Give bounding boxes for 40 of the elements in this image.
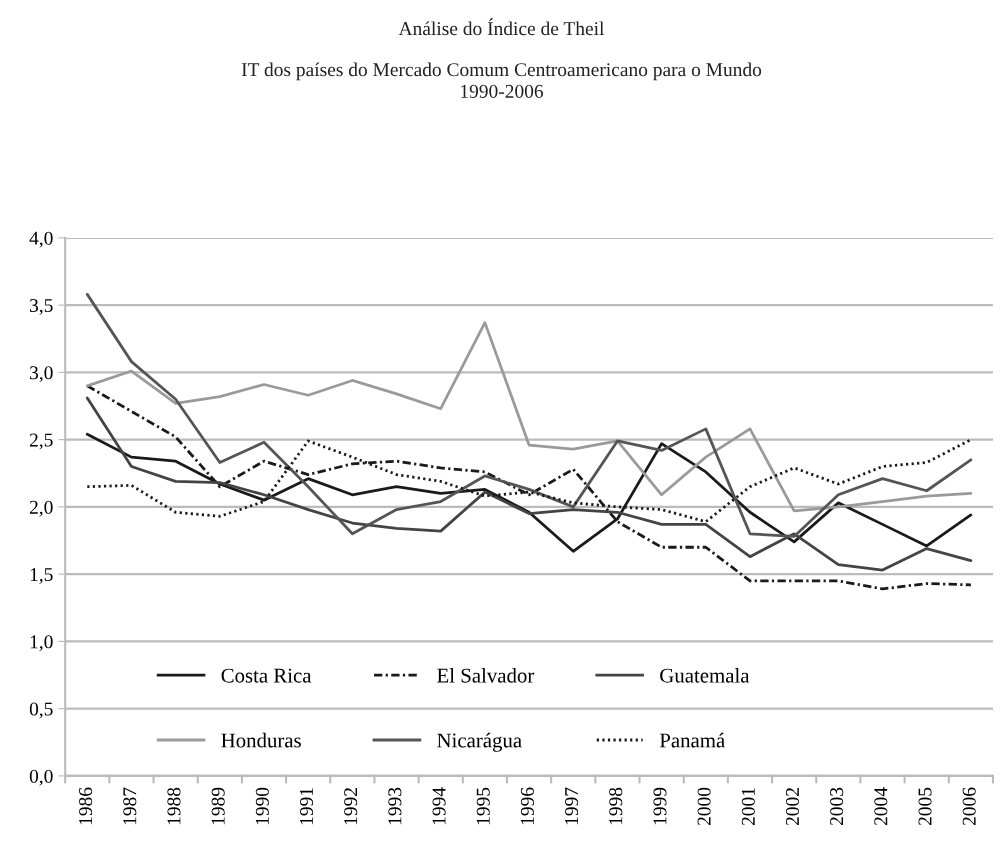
y-tick-label: 4,0 <box>29 231 53 248</box>
x-tick-label: 2003 <box>830 787 844 826</box>
x-tick-label: 1988 <box>167 787 181 825</box>
line-series <box>85 321 973 513</box>
y-tick-label: 3,0 <box>30 366 53 383</box>
x-tick-label: 1996 <box>520 787 534 825</box>
y-tick-label: 1,0 <box>30 635 53 652</box>
x-tick-label: 1999 <box>653 787 667 825</box>
x-tick-label: 1987 <box>123 787 137 825</box>
legend-label: Panamá <box>659 732 725 748</box>
x-tick-label: 2000 <box>697 787 711 826</box>
legend-label: Costa Rica <box>221 668 312 683</box>
chart-subtitle: IT dos países do Mercado Comum Centroamericano para o Mundo 1990-2006 <box>241 62 762 98</box>
y-tick-label: 0,5 <box>29 702 53 719</box>
y-tick-label: 1,5 <box>30 568 53 584</box>
x-tick-label: 2005 <box>918 787 932 826</box>
x-tick-label: 2004 <box>874 787 888 826</box>
x-tick-label: 1991 <box>299 788 314 825</box>
chart-title: Análise do Índice de Theil <box>398 18 605 36</box>
y-tick-label: 0,0 <box>29 769 53 786</box>
x-tick-label: 2001 <box>741 788 755 826</box>
legend-label: Nicarágua <box>437 732 522 752</box>
x-tick-label: 2006 <box>962 787 976 826</box>
x-tick-label: 1994 <box>432 787 446 825</box>
y-tick-label: 2,5 <box>29 433 53 450</box>
y-tick-label: 3,5 <box>30 299 53 315</box>
legend-label: El Salvador <box>437 667 535 683</box>
x-tick-label: 1989 <box>211 787 225 825</box>
x-tick-label: 1997 <box>565 787 579 825</box>
x-tick-label: 1990 <box>255 787 269 825</box>
x-tick-label: 1992 <box>344 788 358 825</box>
legend-label: Honduras <box>221 732 301 748</box>
x-tick-label: 2002 <box>785 788 800 826</box>
x-tick-label: 1993 <box>388 787 402 825</box>
line-series <box>85 292 973 538</box>
x-tick-label: 1995 <box>476 787 490 825</box>
x-tick-label: 1986 <box>79 787 93 825</box>
x-tick-label: 1998 <box>609 787 623 825</box>
y-tick-label: 2,0 <box>29 500 53 517</box>
legend-label: Guatemala <box>660 667 750 683</box>
